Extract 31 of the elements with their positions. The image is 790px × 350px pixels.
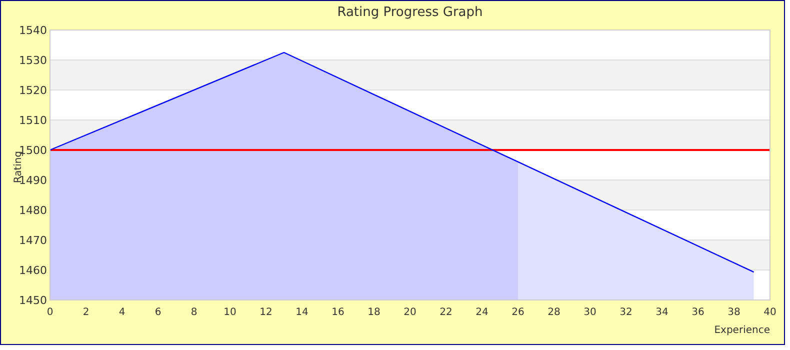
x-tick-label: 6: [154, 307, 162, 318]
y-tick-label: 1460: [19, 264, 47, 277]
x-tick-label: 14: [296, 307, 308, 318]
x-tick-label: 16: [332, 307, 344, 318]
x-tick-label: 20: [404, 307, 416, 318]
y-tick-label: 1520: [19, 84, 47, 97]
chart-title: Rating Progress Graph: [337, 5, 483, 20]
x-axis-title: Experience: [714, 325, 770, 336]
y-tick-label: 1480: [19, 204, 47, 217]
x-tick-label: 8: [190, 307, 198, 318]
x-tick-label: 10: [224, 307, 236, 318]
y-tick-label: 1530: [19, 54, 47, 67]
x-tick-label: 28: [548, 307, 560, 318]
x-tick-label: 12: [260, 307, 272, 318]
x-tick-label: 32: [620, 307, 632, 318]
y-tick-label: 1450: [19, 294, 47, 307]
x-tick-label: 30: [584, 307, 596, 318]
x-tick-label: 18: [368, 307, 380, 318]
x-tick-label: 36: [692, 307, 704, 318]
x-tick-label: 26: [512, 307, 524, 318]
x-tick-label: 40: [764, 307, 776, 318]
y-tick-label: 1510: [19, 114, 47, 127]
x-tick-label: 34: [656, 307, 668, 318]
x-tick-label: 4: [118, 307, 126, 318]
x-tick-label: 24: [476, 307, 488, 318]
y-tick-label: 1540: [19, 24, 47, 37]
x-tick-label: 0: [46, 307, 54, 318]
y-tick-label: 1470: [19, 234, 47, 247]
x-tick-label: 38: [728, 307, 740, 318]
x-tick-label: 2: [82, 307, 90, 318]
x-tick-label: 22: [440, 307, 452, 318]
